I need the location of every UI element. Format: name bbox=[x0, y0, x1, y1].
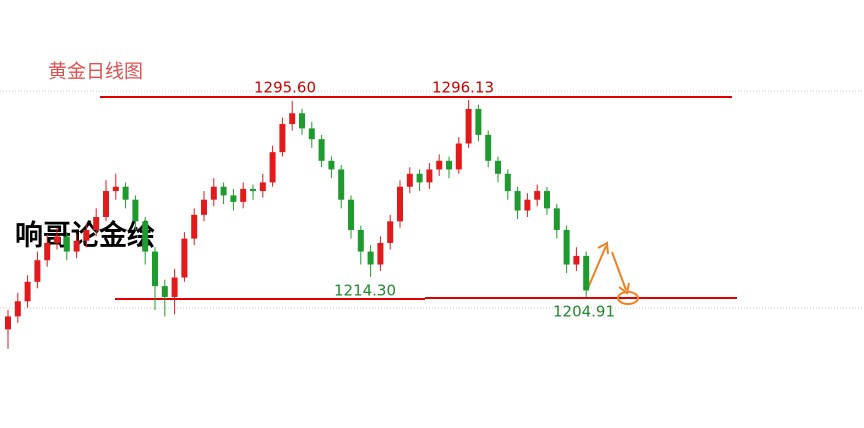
candle-body bbox=[553, 208, 560, 230]
candle-body bbox=[426, 169, 433, 183]
candle-body bbox=[250, 188, 256, 192]
candle-body bbox=[465, 108, 472, 144]
candle-body bbox=[338, 169, 345, 200]
candle-body bbox=[416, 173, 423, 183]
candle-body bbox=[240, 188, 247, 202]
candle-body bbox=[348, 199, 354, 230]
candle-body bbox=[171, 277, 178, 297]
candle-body bbox=[446, 160, 452, 170]
candle-body bbox=[436, 160, 443, 170]
candle-body bbox=[455, 143, 462, 170]
candle-body bbox=[54, 236, 60, 243]
annotation: 1214.30 bbox=[334, 282, 396, 300]
candle-body bbox=[563, 229, 570, 265]
candle-body bbox=[308, 128, 315, 140]
candle-body bbox=[318, 139, 325, 161]
candle-body bbox=[583, 255, 590, 291]
candle-body bbox=[299, 113, 305, 129]
forecast-arrows bbox=[587, 241, 639, 305]
candle-body bbox=[152, 251, 158, 287]
candle-body bbox=[367, 251, 374, 265]
candle-body bbox=[504, 173, 511, 192]
candle-body bbox=[259, 182, 266, 192]
candle-body bbox=[514, 191, 521, 211]
candle-body bbox=[230, 195, 237, 202]
annotation: 1204.91 bbox=[553, 303, 615, 321]
chart-title: 黄金日线图 bbox=[48, 61, 143, 83]
candle-body bbox=[112, 186, 119, 192]
candle-body bbox=[534, 191, 541, 200]
candle-body bbox=[181, 238, 188, 278]
candle-body bbox=[201, 199, 207, 215]
candle-body bbox=[485, 134, 492, 161]
candle-body bbox=[279, 124, 286, 153]
candle-body bbox=[24, 281, 31, 302]
candle-body bbox=[142, 221, 149, 252]
candle-body bbox=[73, 240, 80, 252]
candle-body bbox=[220, 186, 227, 196]
candle-body bbox=[122, 186, 129, 200]
candle-body bbox=[34, 260, 41, 282]
candle-body bbox=[191, 214, 198, 239]
candle-body bbox=[161, 286, 168, 297]
candle-body bbox=[377, 242, 384, 265]
candle-body bbox=[475, 108, 482, 135]
candle-body bbox=[397, 186, 403, 222]
candle-body bbox=[357, 229, 364, 252]
candle-body bbox=[132, 199, 139, 222]
candle-body bbox=[103, 191, 109, 217]
candle-body bbox=[210, 186, 217, 200]
candle-body bbox=[524, 199, 531, 211]
candle-body bbox=[328, 160, 335, 170]
candle-body bbox=[44, 242, 51, 261]
candle-body bbox=[63, 236, 70, 252]
candle-body bbox=[14, 301, 21, 317]
annotation: 1296.13 bbox=[432, 79, 494, 97]
candle-body bbox=[289, 113, 296, 125]
candle-body bbox=[406, 173, 413, 187]
candle-body bbox=[544, 191, 550, 209]
candle-body bbox=[83, 229, 90, 241]
candle-body bbox=[573, 255, 580, 265]
candle-body bbox=[5, 316, 11, 330]
annotation: 1295.60 bbox=[254, 79, 316, 97]
candle-body bbox=[495, 160, 501, 174]
candle-body bbox=[387, 221, 394, 243]
candle-body bbox=[269, 152, 276, 183]
candle-body bbox=[93, 216, 100, 230]
